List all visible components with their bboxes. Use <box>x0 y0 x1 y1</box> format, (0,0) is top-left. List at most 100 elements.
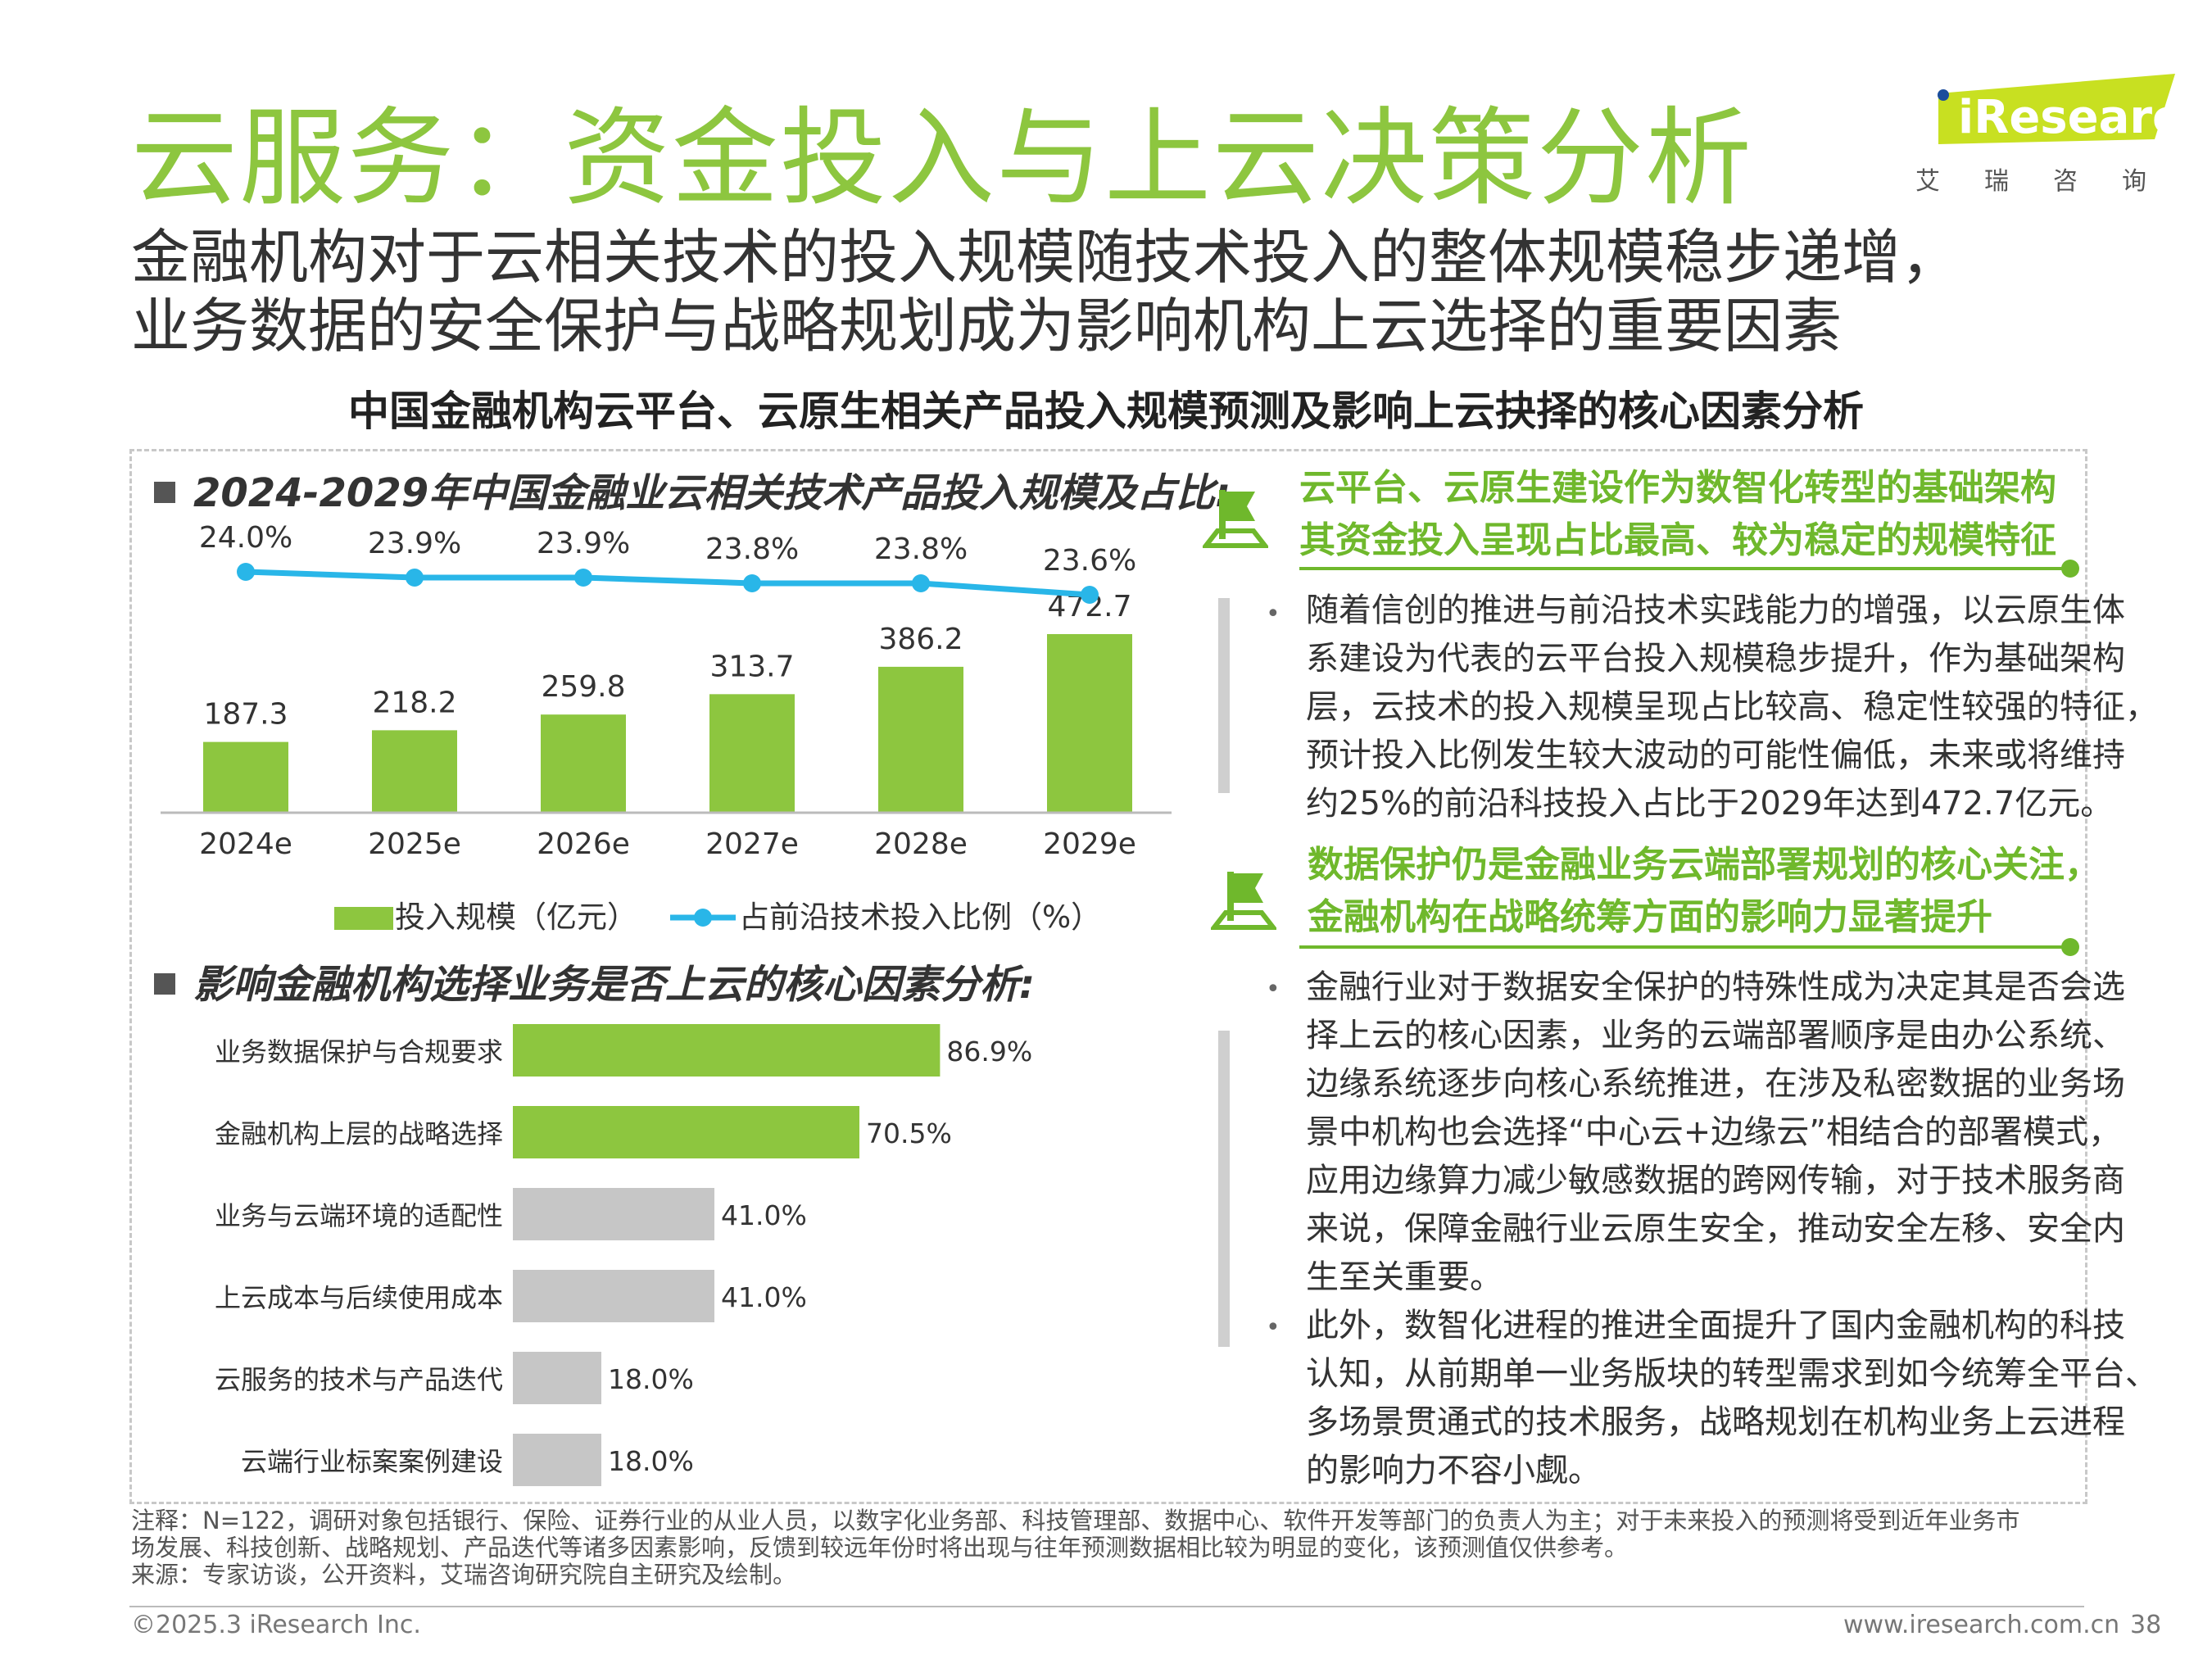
insight2-heading-1: 数据保护仍是金融业务云端部署规划的核心关注， <box>1308 844 2101 886</box>
factor-value-label: 41.0% <box>721 1281 807 1313</box>
insight2-underline <box>1299 945 2069 949</box>
insight1-underline-dot <box>2061 560 2079 578</box>
copyright: ©2025.3 iResearch Inc. <box>131 1611 421 1639</box>
insight1-side-bar <box>1218 598 1230 793</box>
bar-2028e <box>878 666 963 813</box>
chart2-title: 影响金融机构选择业务是否上云的核心因素分析: <box>193 962 1036 1008</box>
factor-bar <box>513 1434 601 1486</box>
insight2-side-bar <box>1218 1031 1230 1347</box>
text-line: 系建设为代表的云平台投入规模稳步提升，作为基础架构 <box>1306 640 2125 678</box>
square-bullet-icon <box>154 482 175 503</box>
website-url: www.iresearch.com.cn <box>1843 1611 2120 1639</box>
iresearch-logo: iResearch <box>1938 74 2179 144</box>
bullet-dot: • <box>1266 600 1281 628</box>
insight1-heading-2: 其资金投入呈现占比最高、较为稳定的规模特征 <box>1299 519 2056 561</box>
insight1-underline <box>1299 567 2069 570</box>
bullet-dot: • <box>1266 1313 1281 1342</box>
factor-value-label: 70.5% <box>866 1117 952 1149</box>
factor-bar <box>513 1352 601 1404</box>
chart1-header: 2024-2029年中国金融业云相关技术产品投入规模及占比: <box>154 460 1231 518</box>
footer-divider <box>129 1606 2084 1607</box>
factor-bar <box>513 1106 859 1158</box>
text-line: 约25%的前沿科技投入占比于2029年达到472.7亿元。 <box>1306 785 2114 823</box>
text-line: 边缘系统逐步向核心系统推进，在涉及私密数据的业务场 <box>1306 1065 2125 1103</box>
source-line: 来源：专家访谈，公开资料，艾瑞咨询研究院自主研究及绘制。 <box>131 1561 797 1589</box>
svg-text:iResearch: iResearch <box>1958 91 2179 144</box>
factor-chart: 业务数据保护与合规要求金融机构上层的战略选择业务与云端环境的适配性上云成本与后续… <box>215 1024 1032 1486</box>
subtitle-line-2: 业务数据的安全保护与战略规划成为影响机构上云选择的重要因素 <box>131 292 1843 360</box>
text-line: 此外，数智化进程的推进全面提升了国内金融机构的科技 <box>1306 1307 2125 1344</box>
legend-marker <box>694 909 712 927</box>
bar-value-label: 313.7 <box>709 650 794 683</box>
text-line: 来说，保障金融行业云原生安全，推动安全左移、安全内 <box>1306 1210 2125 1248</box>
factor-value-label: 41.0% <box>721 1199 807 1231</box>
note-line-2: 场发展、科技创新、战略规划、产品迭代等诸多因素影响，反馈到较远年份时将出现与往年… <box>131 1534 1629 1562</box>
x-tick-label: 2028e <box>874 827 968 861</box>
factor-label: 业务数据保护与合规要求 <box>215 1036 503 1067</box>
flag-icon <box>1203 490 1268 548</box>
factor-value-label: 86.9% <box>946 1036 1032 1067</box>
text-line: 择上云的核心因素，业务的云端部署顺序是由办公系统、 <box>1306 1017 2125 1054</box>
legend-label-bar: 投入规模（亿元） <box>395 900 637 935</box>
line-point <box>1081 586 1099 604</box>
line-point <box>406 569 424 587</box>
content-box <box>129 449 2087 1504</box>
factor-value-label: 18.0% <box>608 1445 694 1477</box>
page-title: 云服务：资金投入与上云决策分析 <box>131 96 1754 220</box>
factor-bar <box>513 1024 941 1077</box>
chart2-header: 影响金融机构选择业务是否上云的核心因素分析: <box>154 952 1035 1009</box>
insight1-heading-1: 云平台、云原生建设作为数智化转型的基础架构 <box>1299 467 2056 509</box>
insight2-underline-dot <box>2061 938 2079 956</box>
factor-bar <box>513 1270 714 1322</box>
line-value-label: 24.0% <box>199 521 292 555</box>
bar-2025e <box>372 730 457 813</box>
chart1-legend: 投入规模（亿元） 占前沿技术投入比例（%） <box>334 900 1101 935</box>
bar-value-label: 218.2 <box>372 686 456 719</box>
legend-label-line: 占前沿技术投入比例（%） <box>739 900 1101 935</box>
chart1-title: 2024-2029年中国金融业云相关技术产品投入规模及占比: <box>193 470 1231 516</box>
ratio-line <box>245 569 1090 598</box>
line-point <box>743 574 761 592</box>
factor-value-label: 18.0% <box>608 1363 694 1395</box>
x-tick-label: 2025e <box>368 827 461 861</box>
factor-label: 上云成本与后续使用成本 <box>215 1282 503 1313</box>
logo-tagline: 艾瑞咨询 <box>1915 167 2191 196</box>
bullet-dot: • <box>1266 975 1281 1004</box>
line-point <box>912 574 930 592</box>
insight1-paragraph: 随着信创的推进与前沿技术实践能力的增强，以云原生体 系建设为代表的云平台投入规模… <box>1306 587 2158 828</box>
line-value-label: 23.8% <box>874 533 968 566</box>
x-tick-label: 2026e <box>537 827 630 861</box>
bar-2027e <box>709 694 795 813</box>
insight2-paragraph-2: 此外，数智化进程的推进全面提升了国内金融机构的科技 认知，从前期单一业务版块的转… <box>1306 1302 2158 1495</box>
text-line: 认知，从前期单一业务版块的转型需求到如今统筹全平台、 <box>1306 1355 2158 1393</box>
subtitle-line-1: 金融机构对于云相关技术的投入规模随技术投入的整体规模稳步递增， <box>131 223 1960 292</box>
notes: 注释：N=122，调研对象包括银行、保险、证券行业的从业人员，以数字化业务部、科… <box>131 1507 2097 1589</box>
line-value-label: 23.8% <box>705 533 799 566</box>
x-tick-label: 2029e <box>1043 827 1136 861</box>
square-bullet-icon <box>154 973 175 995</box>
section-header: 中国金融机构云平台、云原生相关产品投入规模预测及影响上云抉择的核心因素分析 <box>348 388 1864 435</box>
text-line: 生至关重要。 <box>1306 1258 1503 1296</box>
bar-value-label: 187.3 <box>203 698 288 732</box>
line-value-label: 23.6% <box>1043 544 1136 578</box>
note-line-1: 注释：N=122，调研对象包括银行、保险、证券行业的从业人员，以数字化业务部、科… <box>131 1507 2020 1534</box>
factor-label: 云服务的技术与产品迭代 <box>215 1364 503 1395</box>
text-line: 景中机构也会选择“中心云+边缘云”相结合的部署模式， <box>1306 1113 2121 1151</box>
text-line: 随着信创的推进与前沿技术实践能力的增强，以云原生体 <box>1306 592 2125 629</box>
bar-value-label: 259.8 <box>541 670 625 704</box>
legend-swatch-bar <box>334 907 393 930</box>
factor-label: 业务与云端环境的适配性 <box>215 1200 503 1231</box>
bar-2029e <box>1047 634 1132 813</box>
factor-label: 金融机构上层的战略选择 <box>215 1118 503 1149</box>
flag-icon <box>1211 872 1276 930</box>
bar-2024e <box>203 741 288 813</box>
text-line: 层，云技术的投入规模呈现占比较高、稳定性较强的特征， <box>1306 688 2158 726</box>
text-line: 的影响力不容小觑。 <box>1306 1452 1601 1489</box>
bar-value-label: 386.2 <box>878 623 963 656</box>
bar-2026e <box>541 714 626 813</box>
text-line: 应用边缘算力减少敏感数据的跨网传输，对于技术服务商 <box>1306 1162 2125 1199</box>
line-value-label: 23.9% <box>537 527 630 560</box>
text-line: 多场景贯通式的技术服务，战略规划在机构业务上云进程 <box>1306 1403 2125 1441</box>
factor-label: 云端行业标案案例建设 <box>241 1446 503 1477</box>
